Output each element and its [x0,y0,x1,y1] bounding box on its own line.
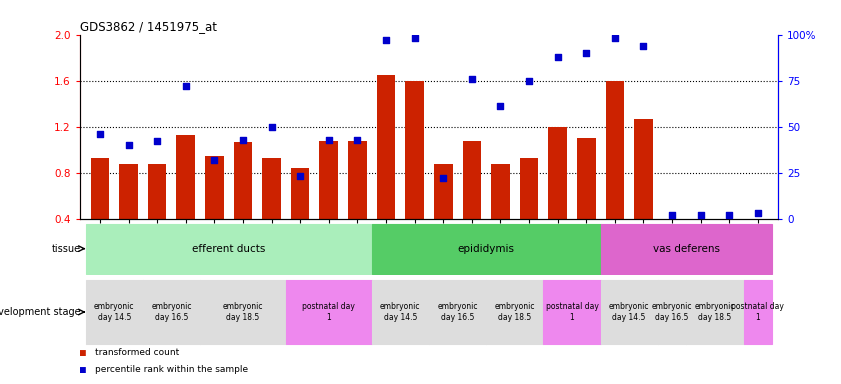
Text: embryonic
day 18.5: embryonic day 18.5 [223,302,263,322]
Point [637,43,650,49]
Bar [600,224,772,273]
Point [379,37,393,43]
Bar [548,127,567,219]
Bar [372,224,600,273]
Text: transformed count: transformed count [95,348,179,356]
Text: ■: ■ [80,348,92,358]
Bar [372,280,429,344]
Bar [434,164,452,219]
Text: postnatal day
1: postnatal day 1 [546,302,599,322]
Point [179,83,193,89]
Bar [606,81,624,219]
Point [494,103,507,109]
Point [351,137,364,143]
Bar [291,168,309,219]
Point [522,78,536,84]
Bar [463,141,481,219]
Bar [91,158,109,219]
Point [665,212,679,218]
Bar [177,135,195,219]
Text: development stage: development stage [0,307,81,317]
Point [751,210,764,217]
Point [694,212,707,218]
Point [236,137,250,143]
Point [151,138,164,144]
Bar [377,75,395,219]
Bar [86,280,143,344]
Text: embryonic
day 18.5: embryonic day 18.5 [695,302,735,322]
Text: epididymis: epididymis [458,243,515,254]
Text: postnatal day
1: postnatal day 1 [303,302,355,322]
Text: embryonic
day 16.5: embryonic day 16.5 [437,302,478,322]
Bar [743,280,772,344]
Bar [543,280,600,344]
Text: embryonic
day 14.5: embryonic day 14.5 [94,302,135,322]
Bar [634,119,653,219]
Bar [200,280,286,344]
Bar [520,158,538,219]
Text: efferent ducts: efferent ducts [192,243,266,254]
Text: postnatal day
1: postnatal day 1 [732,302,785,322]
Bar [320,141,338,219]
Point [436,175,450,181]
Point [608,35,621,41]
Point [208,157,221,163]
Point [465,76,479,82]
Point [551,54,564,60]
Bar [148,164,167,219]
Text: embryonic
day 18.5: embryonic day 18.5 [495,302,535,322]
Bar [143,280,200,344]
Bar [86,224,372,273]
Point [294,174,307,180]
Bar [262,158,281,219]
Point [93,131,107,137]
Point [579,50,593,56]
Bar [119,164,138,219]
Bar [286,280,372,344]
Bar [234,142,252,219]
Bar [720,219,738,244]
Text: ■: ■ [80,365,92,375]
Point [322,137,336,143]
Bar [205,156,224,219]
Bar [600,280,658,344]
Point [265,124,278,130]
Bar [663,219,681,250]
Bar [429,280,486,344]
Text: tissue: tissue [51,243,81,254]
Bar [405,81,424,219]
Point [408,35,421,41]
Text: embryonic
day 14.5: embryonic day 14.5 [380,302,420,322]
Point [722,212,736,218]
Bar [686,280,743,344]
Bar [691,219,710,249]
Text: embryonic
day 14.5: embryonic day 14.5 [609,302,649,322]
Bar [658,280,686,344]
Text: GDS3862 / 1451975_at: GDS3862 / 1451975_at [80,20,217,33]
Bar [491,164,510,219]
Bar [577,138,595,219]
Bar [348,141,367,219]
Bar [748,219,767,244]
Point [122,142,135,148]
Bar [486,280,543,344]
Text: percentile rank within the sample: percentile rank within the sample [95,365,248,374]
Text: embryonic
day 16.5: embryonic day 16.5 [652,302,692,322]
Text: embryonic
day 16.5: embryonic day 16.5 [151,302,192,322]
Text: vas deferens: vas deferens [653,243,720,254]
